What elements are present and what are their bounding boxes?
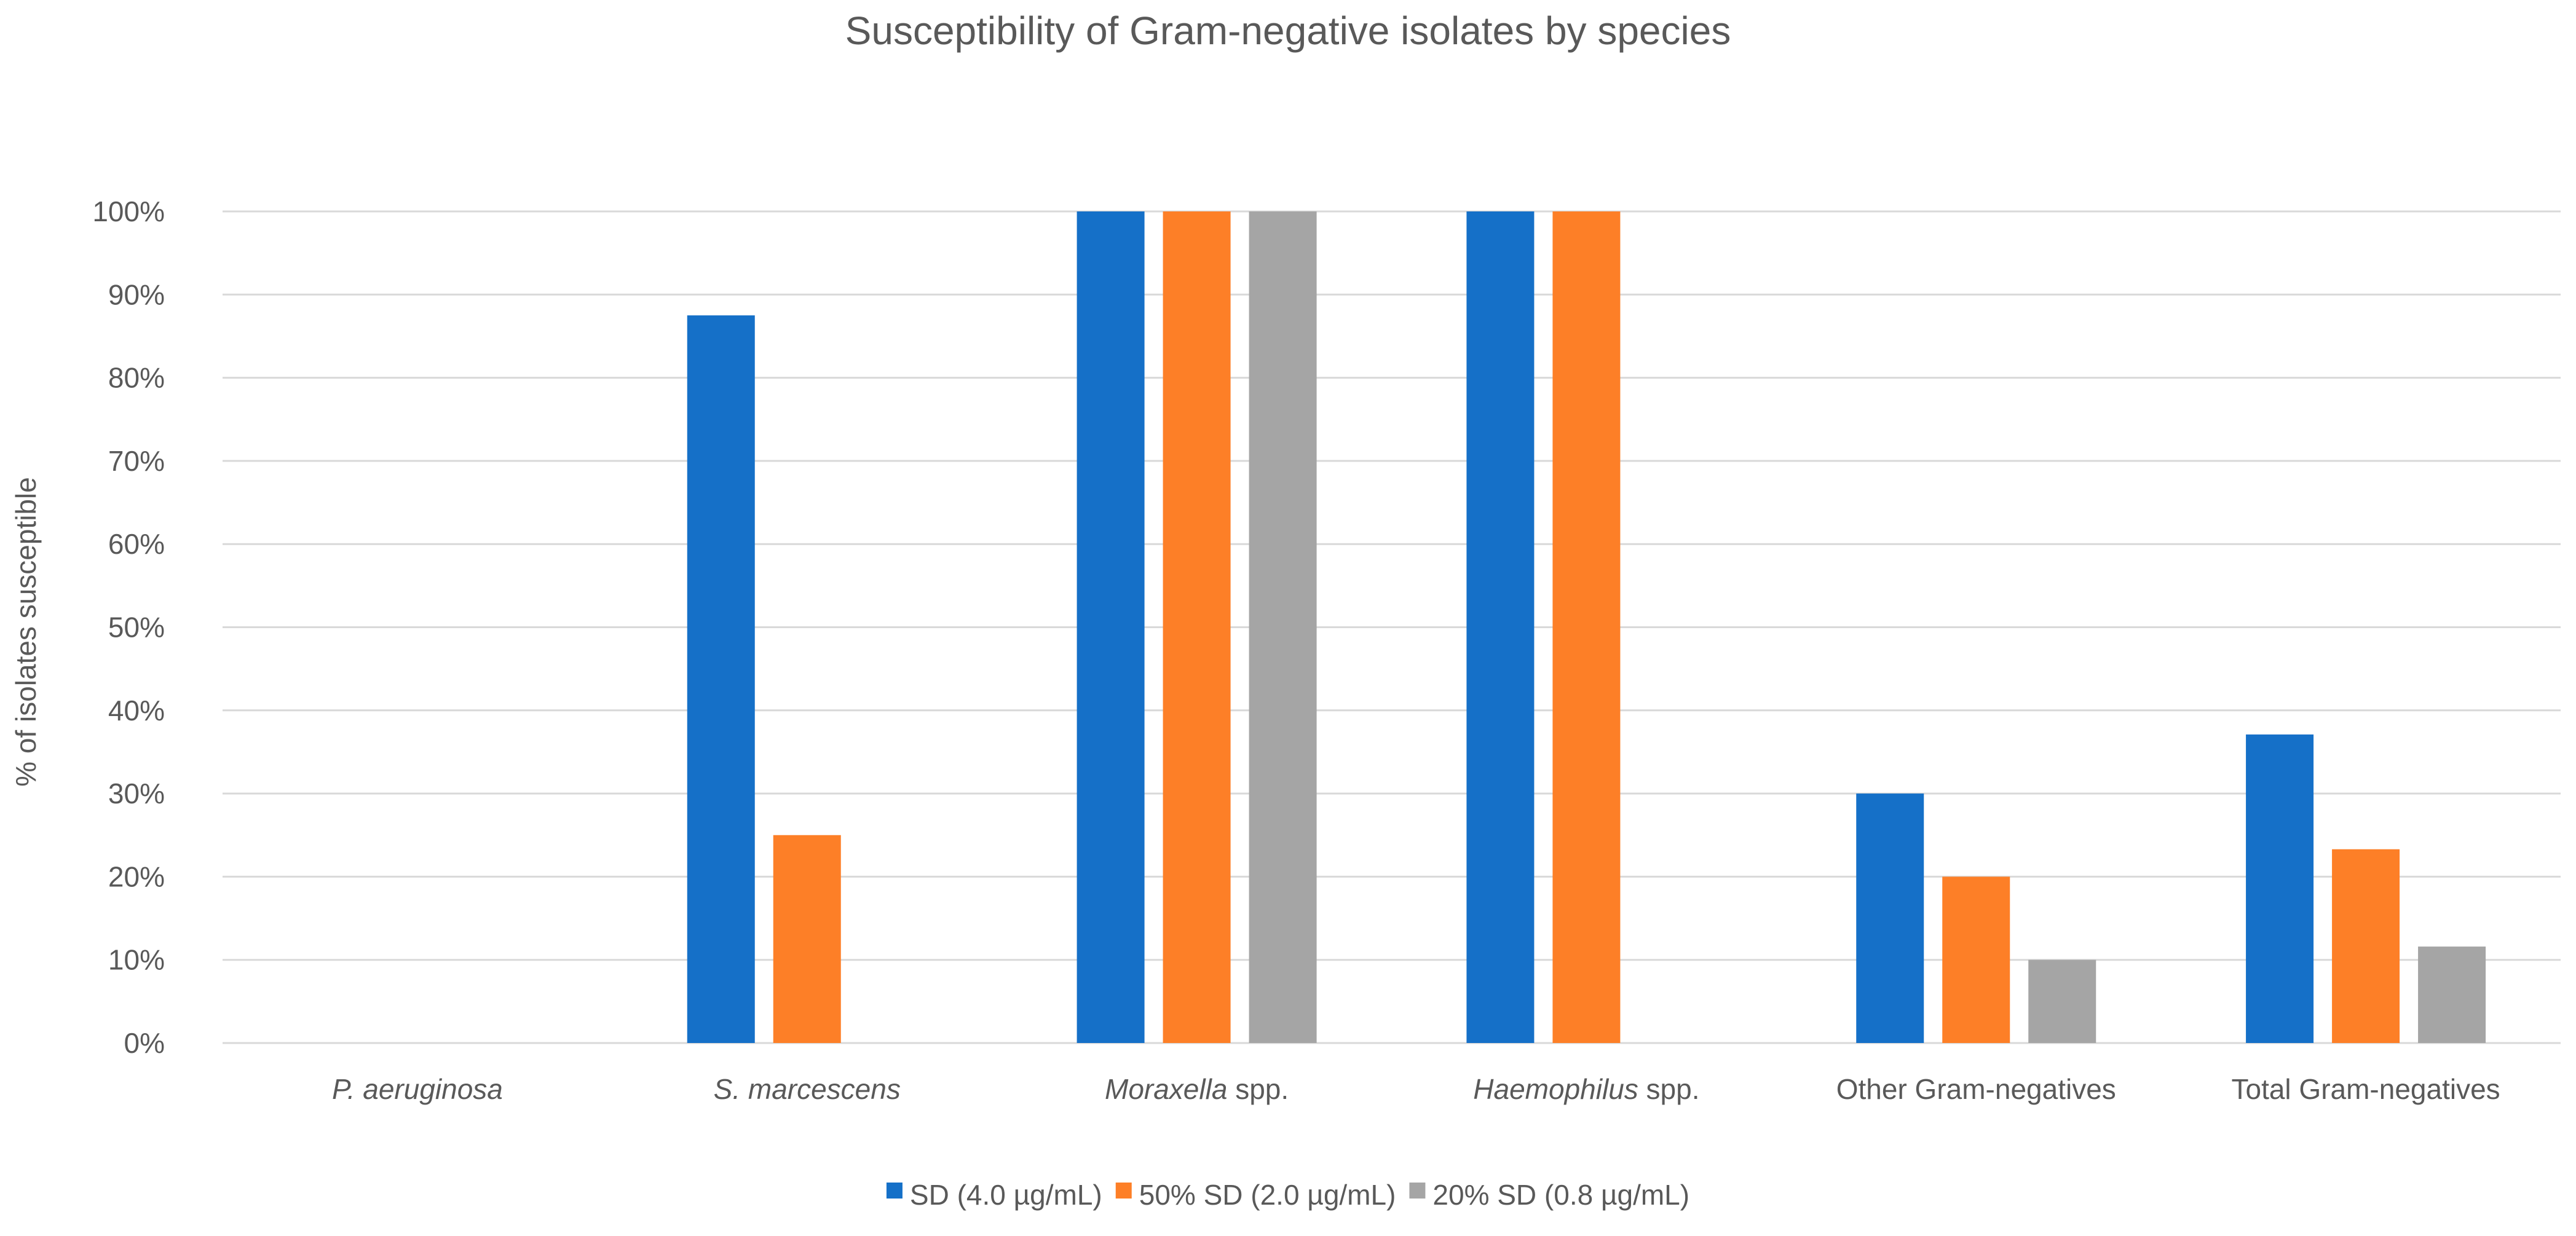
bar-1-4 <box>1466 211 1535 1043</box>
bar-1-2 <box>687 315 755 1043</box>
y-tick-label: 40% <box>108 695 165 726</box>
bars <box>687 211 2486 1043</box>
bar-3-3 <box>1249 211 1317 1043</box>
bar-2-2 <box>773 835 841 1043</box>
y-tick-label: 80% <box>108 362 165 394</box>
x-category-label: Moraxella spp. <box>1105 1073 1289 1105</box>
y-tick-label: 10% <box>108 944 165 976</box>
legend: SD (4.0 µg/mL) 50% SD (2.0 µg/mL) 20% SD (… <box>886 1179 1689 1211</box>
x-axis-category-labels: P. aeruginosa S. marcescens Moraxella spp.… <box>332 1073 2500 1105</box>
x-category-label: Total Gram-negatives <box>2231 1073 2500 1105</box>
bar-1-3 <box>1077 211 1145 1043</box>
bar-2-4 <box>1552 211 1621 1043</box>
y-axis-tick-labels: 0% 10% 20% 30% 40% 50% 60% 70% 80% 90% 100% <box>92 195 165 1059</box>
legend-swatch <box>886 1183 903 1199</box>
bar-2-3 <box>1163 211 1231 1043</box>
y-tick-label: 50% <box>108 612 165 644</box>
legend-label: 50% SD (2.0 µg/mL) <box>1139 1179 1396 1211</box>
legend-item: 20% SD (0.8 µg/mL) <box>1409 1179 1689 1211</box>
y-tick-label: 60% <box>108 528 165 560</box>
legend-label: SD (4.0 µg/mL) <box>910 1179 1102 1211</box>
y-tick-label: 100% <box>92 195 165 227</box>
bar-1-5 <box>1856 793 1924 1043</box>
y-axis-title: % of isolates susceptible <box>10 477 42 787</box>
y-tick-label: 30% <box>108 777 165 809</box>
legend-item: SD (4.0 µg/mL) <box>886 1179 1102 1211</box>
gridlines <box>223 210 2561 1044</box>
bar-2-5 <box>1942 876 2010 1043</box>
bar-3-6 <box>2418 947 2486 1043</box>
y-tick-label: 20% <box>108 860 165 892</box>
y-tick-label: 0% <box>124 1027 165 1059</box>
y-tick-label: 70% <box>108 445 165 477</box>
x-category-label: P. aeruginosa <box>332 1073 503 1105</box>
legend-swatch <box>1115 1183 1132 1199</box>
x-category-label: Other Gram-negatives <box>1836 1073 2116 1105</box>
x-category-label: S. marcescens <box>714 1073 901 1105</box>
legend-swatch <box>1409 1183 1426 1199</box>
legend-item: 50% SD (2.0 µg/mL) <box>1115 1179 1396 1211</box>
bar-3-5 <box>2028 959 2096 1043</box>
chart-title: Susceptibility of Gram-negative isolates… <box>845 9 1731 53</box>
y-tick-label: 90% <box>108 278 165 310</box>
legend-label: 20% SD (0.8 µg/mL) <box>1432 1179 1689 1211</box>
bar-2-6 <box>2332 849 2400 1043</box>
x-category-label: Haemophilus spp. <box>1473 1073 1699 1105</box>
bar-1-6 <box>2246 734 2314 1043</box>
